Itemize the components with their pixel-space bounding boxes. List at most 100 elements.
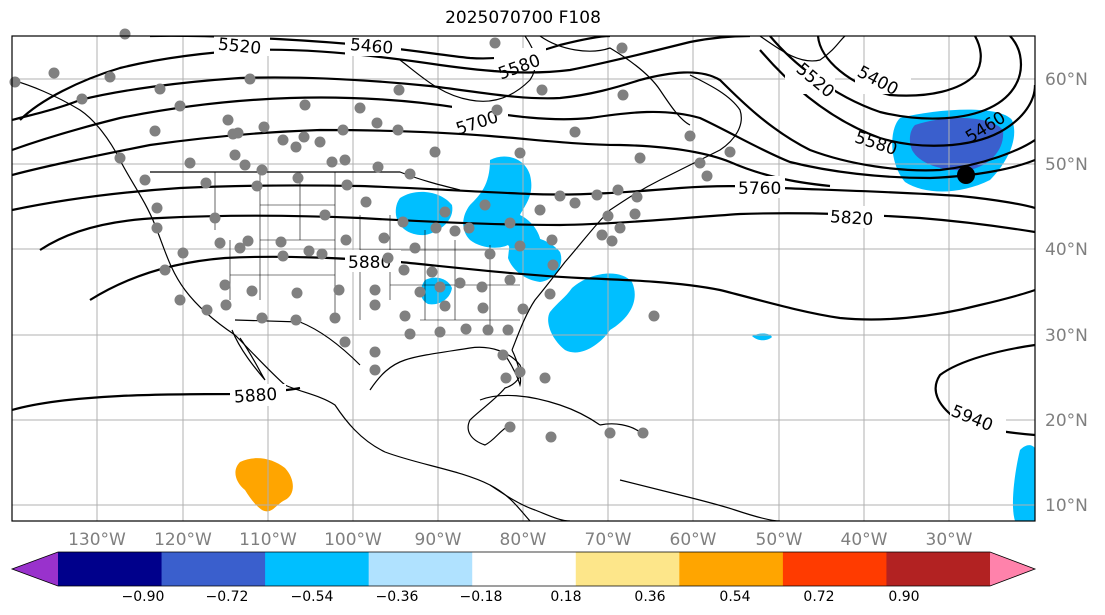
station-marker bbox=[434, 326, 446, 338]
contour-5520 bbox=[19, 36, 1035, 147]
station-marker bbox=[591, 189, 603, 201]
station-marker bbox=[242, 235, 254, 247]
negative-anomaly-region-small bbox=[752, 333, 772, 341]
station-marker bbox=[369, 299, 381, 311]
station-marker bbox=[371, 117, 383, 129]
station-marker bbox=[329, 312, 341, 324]
station-marker bbox=[404, 328, 416, 340]
positive-anomaly-region-pacific bbox=[235, 458, 293, 512]
station-marker bbox=[426, 266, 438, 278]
lat-label: 40°N bbox=[1045, 240, 1088, 260]
station-marker bbox=[637, 427, 649, 439]
station-marker bbox=[429, 146, 441, 158]
station-markers bbox=[9, 28, 736, 443]
station-marker bbox=[292, 172, 304, 184]
station-marker bbox=[629, 208, 641, 220]
contour-5700 bbox=[12, 128, 831, 188]
station-marker bbox=[299, 99, 311, 111]
station-marker bbox=[298, 131, 310, 143]
station-marker bbox=[290, 314, 302, 326]
negative-anomaly-region-greatlakes bbox=[463, 156, 542, 258]
station-marker bbox=[76, 93, 88, 105]
station-marker bbox=[602, 210, 614, 222]
negative-anomaly-region-se bbox=[1012, 445, 1035, 521]
station-marker bbox=[489, 37, 501, 49]
station-marker bbox=[239, 159, 251, 171]
station-marker bbox=[341, 179, 353, 191]
colorbar-tick: −0.36 bbox=[376, 589, 419, 605]
station-marker bbox=[536, 84, 548, 96]
baja-peninsula bbox=[231, 329, 266, 381]
canada-north bbox=[539, 36, 691, 126]
station-marker bbox=[214, 237, 226, 249]
station-marker bbox=[477, 302, 489, 314]
contour-label: 5400 bbox=[854, 62, 902, 100]
anomaly-fills bbox=[235, 109, 1035, 521]
station-marker bbox=[460, 323, 472, 335]
station-marker bbox=[569, 126, 581, 138]
colorbar-segment bbox=[782, 552, 887, 586]
station-marker bbox=[439, 300, 451, 312]
colorbar-tick: 0.36 bbox=[634, 589, 665, 605]
station-marker bbox=[151, 222, 163, 234]
station-marker bbox=[545, 431, 557, 443]
station-marker bbox=[159, 264, 171, 276]
station-marker bbox=[277, 250, 289, 262]
station-marker bbox=[544, 288, 556, 300]
contour-label: 5820 bbox=[829, 207, 874, 230]
colorbar-segment bbox=[265, 552, 370, 586]
station-marker bbox=[491, 104, 503, 116]
contour-5580 bbox=[12, 71, 1035, 172]
contour-5640 bbox=[12, 96, 1035, 180]
latitude-labels: 60°N 50°N 40°N 30°N 20°N 10°N bbox=[1045, 70, 1088, 516]
lon-label: 100°W bbox=[324, 530, 382, 550]
lon-label: 70°W bbox=[585, 530, 632, 550]
highlight-marker bbox=[957, 166, 975, 184]
contour-5820 bbox=[39, 212, 1035, 251]
colorbar-tick: −0.90 bbox=[122, 589, 165, 605]
lon-label: 130°W bbox=[68, 530, 126, 550]
station-marker bbox=[234, 242, 246, 254]
station-marker bbox=[504, 217, 516, 229]
station-marker bbox=[220, 299, 232, 311]
station-marker bbox=[244, 73, 256, 85]
station-marker bbox=[534, 204, 546, 216]
colorbar-segment bbox=[161, 552, 266, 586]
station-marker bbox=[372, 161, 384, 173]
station-marker bbox=[369, 284, 381, 296]
station-marker bbox=[482, 324, 494, 336]
colorbar-tick: −0.72 bbox=[206, 589, 249, 605]
station-marker bbox=[151, 202, 163, 214]
station-marker bbox=[184, 157, 196, 169]
station-marker bbox=[648, 310, 660, 322]
hispaniola bbox=[599, 423, 641, 433]
station-marker bbox=[634, 152, 646, 164]
negative-anomaly-region-ocean bbox=[548, 273, 635, 353]
station-marker bbox=[430, 222, 442, 234]
contour-label-group: 5520 5460 5580 5700 5400 5520 5460 5580 … bbox=[214, 35, 1009, 436]
station-marker bbox=[514, 240, 526, 252]
station-marker bbox=[291, 287, 303, 299]
station-marker bbox=[414, 286, 426, 298]
contour-5400 bbox=[816, 36, 982, 97]
station-marker bbox=[275, 236, 287, 248]
florida bbox=[504, 349, 522, 388]
station-marker bbox=[547, 259, 559, 271]
lon-label: 80°W bbox=[500, 530, 547, 550]
lat-label: 10°N bbox=[1045, 496, 1088, 516]
lat-label: 30°N bbox=[1045, 326, 1088, 346]
lon-label: 30°W bbox=[926, 530, 973, 550]
station-marker bbox=[201, 304, 213, 316]
station-marker bbox=[256, 164, 268, 176]
station-marker bbox=[314, 136, 326, 148]
station-marker bbox=[398, 264, 410, 276]
contour-label: 5880 bbox=[233, 385, 278, 408]
station-marker bbox=[439, 206, 451, 218]
colorbar-segment bbox=[472, 552, 577, 586]
us-canada-border bbox=[150, 171, 461, 191]
station-marker bbox=[369, 364, 381, 376]
station-marker bbox=[514, 366, 526, 378]
colorbar-outline bbox=[10, 551, 1037, 587]
station-marker bbox=[684, 130, 696, 142]
